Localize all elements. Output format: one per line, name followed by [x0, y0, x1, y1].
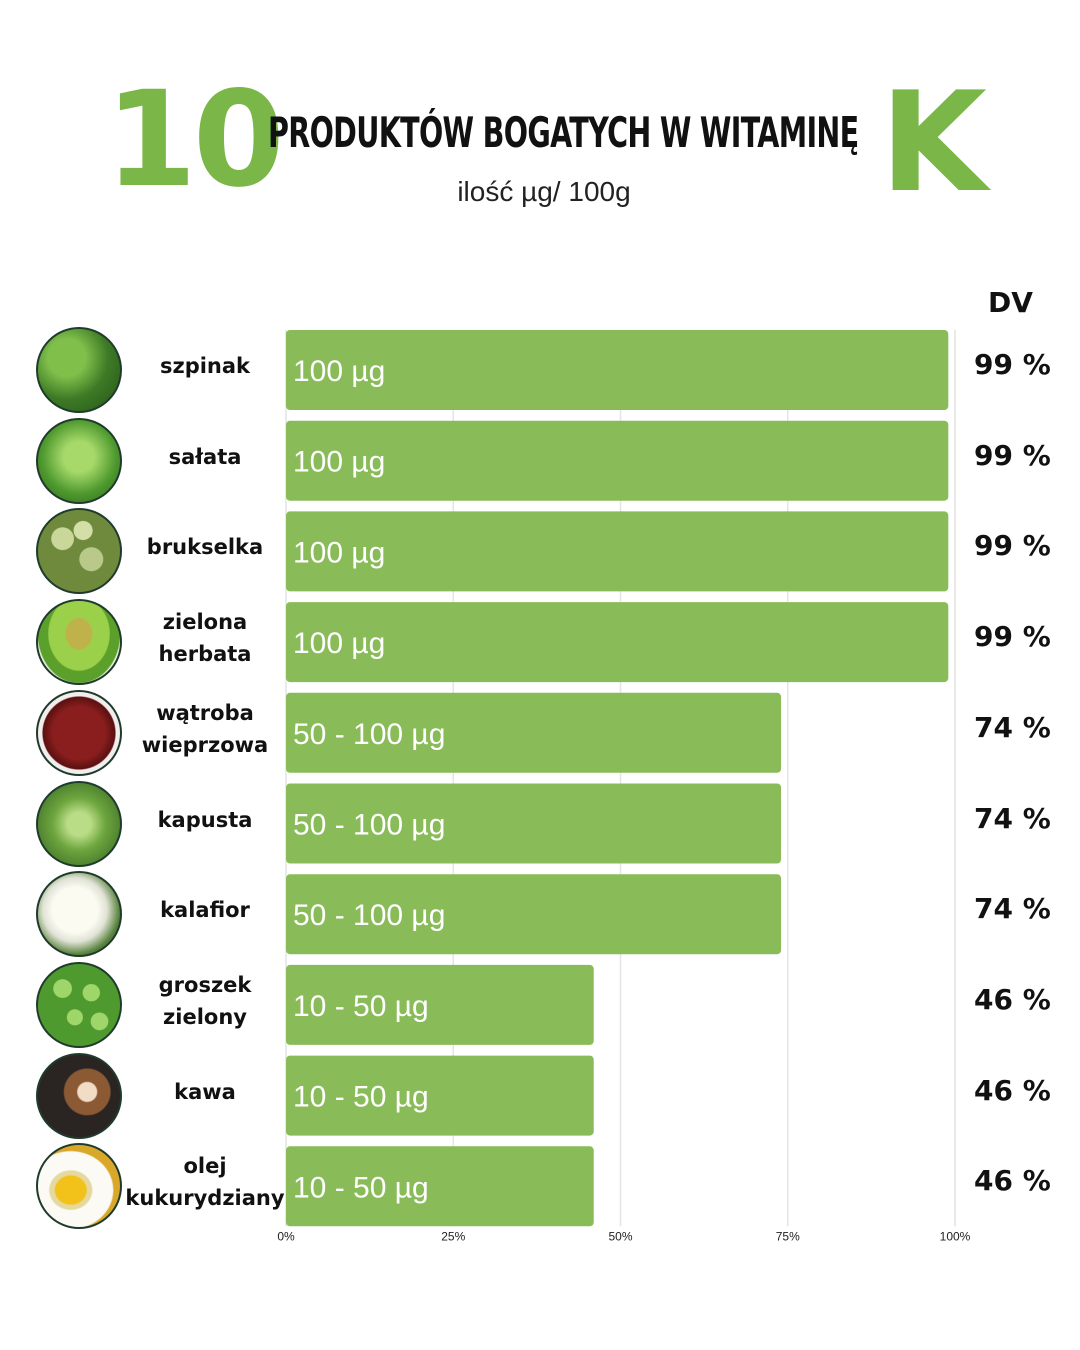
bar-1: [286, 420, 949, 501]
bar-6: [286, 874, 782, 955]
dv-percent: 74 %: [974, 892, 1051, 926]
category-label: kawa: [120, 1076, 290, 1108]
bar-3: [286, 602, 949, 683]
big-number-10: 10: [105, 63, 285, 217]
page-title: PRODUKTÓW BOGATYCH W WITAMINĘ: [268, 108, 859, 157]
bar-5: [286, 783, 782, 864]
bar-value-label: 10 - 50 µg: [293, 990, 429, 1023]
dv-percent: 74 %: [974, 801, 1051, 835]
spinach-icon: [36, 327, 122, 413]
category-label-line: kalafior: [160, 898, 250, 923]
green-tea-icon: [36, 599, 122, 686]
dv-percent: 99 %: [974, 620, 1051, 654]
category-label: kalafior: [120, 894, 290, 926]
bar-4: [286, 692, 782, 773]
bar-7: [286, 964, 594, 1045]
cauliflower-icon: [36, 871, 122, 958]
bar-value-label: 50 - 100 µg: [293, 809, 445, 842]
category-label-line: kukurydziany: [125, 1186, 285, 1211]
category-label-line: brukselka: [146, 535, 264, 560]
bar-value-label: 10 - 50 µg: [293, 1171, 429, 1204]
category-label: groszek zielony: [120, 969, 290, 1033]
bar-0: [286, 330, 949, 410]
category-label-line: wątroba: [156, 700, 254, 725]
category-label: kapusta: [120, 804, 290, 836]
category-label-line: zielona: [162, 610, 248, 635]
dv-percent: 46 %: [974, 982, 1051, 1016]
bar-value-label: 100 µg: [293, 536, 385, 569]
green-peas-icon: [36, 961, 122, 1048]
bar-2: [286, 511, 949, 592]
x-tick-label: 100%: [940, 1229, 971, 1243]
x-tick-label: 25%: [441, 1229, 465, 1243]
category-label-line: sałata: [168, 444, 242, 469]
category-label-line: groszek: [158, 972, 252, 997]
category-label: olej kukurydziany: [120, 1150, 290, 1214]
corn-oil-icon: [36, 1143, 122, 1230]
vitamin-letter: K: [880, 62, 987, 223]
category-label-line: wieprzowa: [141, 732, 269, 757]
category-label-line: szpinak: [159, 354, 251, 378]
x-tick-label: 0%: [277, 1229, 295, 1243]
category-label: sałata: [120, 441, 290, 473]
coffee-icon: [36, 1052, 122, 1139]
bar-value-label: 50 - 100 µg: [293, 899, 445, 932]
category-label-line: herbata: [158, 642, 252, 667]
category-label-line: olej: [183, 1154, 227, 1179]
category-label-line: kapusta: [157, 807, 253, 832]
pork-liver-icon: [36, 689, 122, 776]
dv-percent: 99 %: [974, 529, 1051, 563]
dv-percent: 46 %: [974, 1073, 1051, 1107]
bar-value-label: 100 µg: [293, 446, 385, 479]
category-label-line: zielony: [163, 1004, 247, 1029]
lettuce-icon: [36, 417, 122, 504]
x-tick-label: 75%: [776, 1229, 800, 1243]
category-label-line: kawa: [174, 1079, 236, 1104]
cabbage-icon: [36, 780, 122, 867]
dv-percent: 99 %: [974, 348, 1051, 381]
category-label: szpinak: [120, 350, 290, 382]
dv-percent: 74 %: [974, 710, 1051, 744]
brussels-sprouts-icon: [36, 508, 122, 595]
bar-9: [286, 1146, 594, 1227]
bar-value-label: 10 - 50 µg: [293, 1081, 429, 1114]
category-label: brukselka: [120, 531, 290, 563]
bar-value-label: 100 µg: [293, 355, 385, 388]
dv-percent: 99 %: [974, 438, 1051, 472]
category-label: wątroba wieprzowa: [120, 697, 290, 761]
bar-value-label: 50 - 100 µg: [293, 718, 445, 751]
bar-value-label: 100 µg: [293, 627, 385, 660]
x-tick-label: 50%: [608, 1229, 632, 1243]
dv-percent: 46 %: [974, 1164, 1051, 1198]
bar-8: [286, 1055, 594, 1136]
category-label: zielona herbata: [120, 606, 290, 670]
dv-column-header: DV: [988, 286, 1033, 319]
page-subtitle: ilość µg/ 100g: [457, 176, 631, 207]
